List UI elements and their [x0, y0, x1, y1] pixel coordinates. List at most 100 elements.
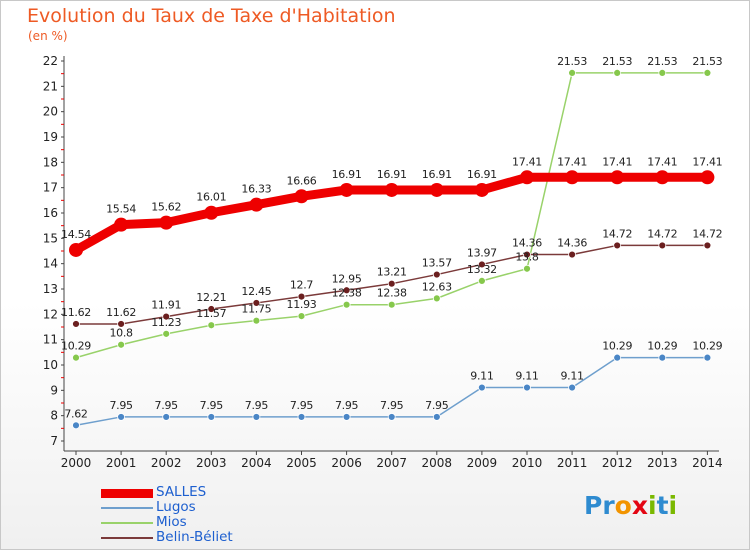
data-label: 12.63	[422, 280, 452, 293]
series-point	[342, 300, 351, 309]
data-label: 14.54	[61, 228, 91, 241]
series-point	[72, 320, 80, 328]
y-tick-label: 21	[43, 79, 58, 93]
y-tick-label: 13	[43, 282, 58, 296]
legend-swatch-salles	[101, 488, 153, 498]
series-point	[252, 299, 261, 307]
series-point	[297, 292, 306, 301]
salles-point	[474, 182, 489, 197]
y-tick-label: 10	[43, 358, 58, 372]
series-point	[568, 69, 576, 77]
y-tick-label: 20	[43, 105, 58, 119]
data-label: 16.91	[467, 168, 497, 181]
data-label: 7.95	[109, 399, 133, 412]
series-point	[387, 413, 396, 421]
data-label: 16.33	[241, 183, 271, 196]
data-label: 21.53	[557, 55, 587, 68]
data-label: 7.95	[155, 399, 179, 412]
data-label: 17.41	[602, 155, 632, 168]
data-label: 17.41	[512, 155, 542, 168]
data-label: 14.72	[692, 227, 722, 240]
logo-letter: t	[656, 491, 669, 520]
salles-point	[69, 242, 83, 257]
x-tick-label: 2011	[557, 456, 588, 470]
data-label: 14.36	[557, 237, 587, 250]
data-label: 12.38	[332, 287, 362, 300]
series-point	[703, 69, 712, 77]
series-point	[613, 69, 622, 77]
data-label: 11.91	[151, 299, 181, 312]
salles-point	[294, 189, 309, 204]
y-tick-label: 22	[43, 54, 58, 68]
x-tick-label: 2006	[331, 456, 362, 470]
y-tick-label: 11	[43, 333, 58, 347]
data-label: 10.29	[692, 340, 722, 353]
series-point	[477, 260, 486, 269]
data-label: 13.32	[467, 263, 497, 276]
x-tick-label: 2013	[647, 456, 678, 470]
chart-subtitle: (en %)	[28, 29, 68, 43]
data-label: 16.91	[377, 168, 407, 181]
x-tick-label: 2014	[692, 456, 723, 470]
legend-swatch-lugos	[101, 507, 153, 509]
data-label: 13.97	[467, 246, 497, 259]
salles-point	[429, 182, 444, 197]
data-label: 12.21	[196, 291, 226, 304]
data-label: 13.21	[377, 266, 407, 279]
salles-point	[249, 197, 264, 212]
chart-title: Evolution du Taux de Taxe d'Habitation	[27, 5, 396, 27]
data-label: 11.23	[151, 316, 181, 329]
x-tick-label: 2012	[602, 456, 633, 470]
data-label: 7.95	[245, 399, 269, 412]
data-label: 12.38	[377, 287, 407, 300]
logo-letter: r	[602, 491, 615, 520]
data-label: 9.11	[560, 370, 583, 383]
data-label: 10.29	[602, 340, 632, 353]
chart-axes: 7 8 9 10 11 12 13 14 15 16 17 18 19 20 21 22 2000 2001 200…	[43, 54, 723, 470]
logo-letter: P	[584, 491, 603, 520]
data-label: 7.95	[380, 399, 404, 412]
y-tick-label: 12	[43, 307, 58, 321]
x-tick-label: 2000	[61, 456, 92, 470]
series-point	[162, 413, 171, 421]
logo-letter: i	[648, 491, 657, 520]
series-point	[387, 300, 396, 309]
x-tick-label: 2001	[106, 456, 137, 470]
series-point	[72, 353, 80, 362]
y-tick-label: 19	[43, 130, 58, 144]
salles-point	[384, 182, 399, 197]
data-label: 11.62	[106, 306, 136, 319]
salles-point	[339, 182, 354, 197]
series-point	[162, 329, 171, 338]
series-point	[523, 264, 531, 273]
series-point	[658, 241, 667, 250]
chart-series-lines	[69, 69, 715, 430]
series-point	[387, 279, 396, 288]
series-point	[432, 270, 441, 279]
series-point	[477, 383, 486, 392]
legend-label-lugos: Lugos	[156, 499, 196, 515]
salles-point	[204, 205, 219, 220]
y-tick-label: 18	[43, 155, 58, 169]
data-label: 13.8	[515, 251, 539, 264]
data-label: 13.57	[422, 257, 452, 270]
data-label: 21.53	[692, 55, 722, 68]
series-point	[703, 353, 712, 362]
x-tick-label: 2009	[467, 456, 498, 470]
legend-label-belin-beliet: Belin-Béliet	[156, 529, 233, 545]
data-label: 17.41	[557, 155, 587, 168]
y-tick-label: 15	[43, 231, 58, 245]
data-label: 7.62	[64, 407, 87, 420]
logo-letter: i	[668, 491, 678, 520]
x-tick-label: 2004	[241, 456, 272, 470]
series-point	[72, 421, 80, 430]
salles-point	[520, 170, 534, 185]
x-tick-label: 2010	[512, 456, 543, 470]
data-label: 7.95	[290, 399, 314, 412]
data-label: 16.01	[196, 191, 226, 204]
series-point	[342, 286, 351, 295]
series-point	[117, 413, 125, 421]
data-label: 16.66	[287, 174, 317, 187]
series-point	[703, 241, 712, 250]
